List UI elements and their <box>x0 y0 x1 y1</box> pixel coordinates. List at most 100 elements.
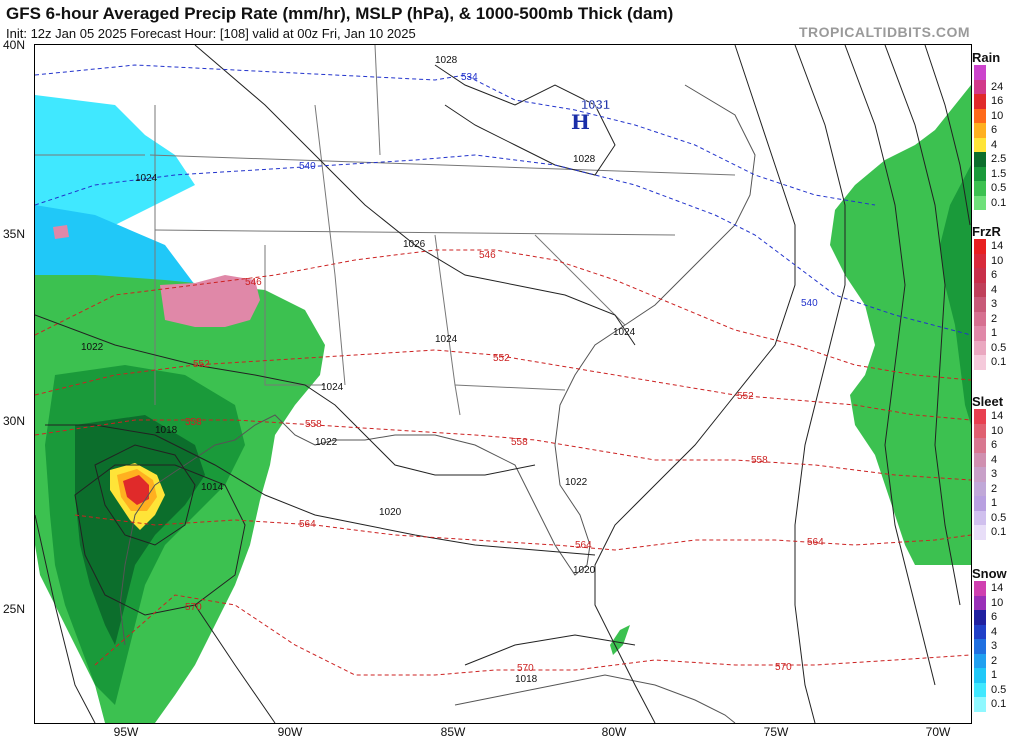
legend-label: 4 <box>991 453 998 466</box>
thickness-label-warm: 558 <box>511 437 528 448</box>
legend-label: 0.1 <box>991 356 1007 368</box>
legend-swatch <box>974 123 986 138</box>
legend-row: 10 <box>972 423 1022 438</box>
legend-label: 0.5 <box>991 511 1007 524</box>
isobar-line <box>884 45 961 606</box>
legend-swatch <box>974 409 986 424</box>
legend-swatch <box>974 595 986 610</box>
legend-swatch <box>974 181 986 196</box>
legend-sleet-items: 14 10 6 4 3 2 1 0.5 0.1 <box>972 409 1022 540</box>
rain-area-bahamas <box>610 625 630 655</box>
cuba-coastline <box>454 674 736 723</box>
legend-row: 4 <box>972 282 1022 297</box>
legend-swatch <box>974 467 986 482</box>
state-border-4 <box>374 45 381 156</box>
legend-row: 3 <box>972 639 1022 654</box>
thickness-labels-warm: 546 546 552 552 552 558 558 558 558 564 … <box>185 250 824 674</box>
legend-swatch <box>974 340 986 355</box>
map-svg: 1028 1028 1024 1026 1024 1024 1024 1022 … <box>35 45 971 723</box>
thickness-cold-layer <box>35 64 971 336</box>
thickness-label-warm: 552 <box>493 353 510 364</box>
map-panel: 1028 1028 1024 1026 1024 1024 1024 1022 … <box>34 44 972 724</box>
state-border-10 <box>534 234 626 326</box>
legend-row: 16 <box>972 94 1022 109</box>
thickness-label-warm: 546 <box>479 250 496 261</box>
lon-label-90w: 90W <box>277 725 303 739</box>
legend-swatch <box>974 195 986 210</box>
legend-label: 2 <box>991 482 998 495</box>
legend-swatch <box>974 525 986 540</box>
isobar-label: 1020 <box>379 507 402 518</box>
legend-label: 3 <box>991 298 998 310</box>
chart-subtitle: Init: 12z Jan 05 2025 Forecast Hour: [10… <box>6 26 416 41</box>
legend-swatch <box>974 438 986 453</box>
legend-label: 0.1 <box>991 698 1007 710</box>
isobar-label: 1024 <box>613 327 636 338</box>
legend-title-sleet: Sleet <box>972 394 1004 409</box>
thickness-label-warm: 564 <box>807 537 824 548</box>
legend-row: 6 <box>972 438 1022 453</box>
legend-swatch <box>974 682 986 697</box>
state-border-2 <box>154 229 676 236</box>
lon-label-80w: 80W <box>601 725 627 739</box>
legend-swatch <box>974 510 986 525</box>
legend-swatch <box>974 94 986 109</box>
legend-label: 1 <box>991 327 998 339</box>
high-pressure-center: 1031 H <box>571 97 610 134</box>
rain-area-atlantic-core <box>940 165 971 425</box>
lat-label-25n: 25N <box>3 602 26 616</box>
isobar-line <box>844 45 936 686</box>
legend-swatch <box>974 268 986 283</box>
isobar-line <box>45 424 596 556</box>
isobar-line <box>434 64 616 176</box>
legend-title-snow: Snow <box>972 566 1007 581</box>
legend-row: 0.5 <box>972 340 1022 355</box>
state-border-5 <box>434 234 461 416</box>
legend-row: 1 <box>972 326 1022 341</box>
high-pressure-letter: H <box>571 110 590 134</box>
lat-label-40n: 40N <box>3 38 26 52</box>
legend-row: 0.1 <box>972 525 1022 540</box>
isobar-line <box>194 604 276 723</box>
thickness-label-warm: 558 <box>751 455 768 466</box>
legend-swatch <box>974 239 986 254</box>
thickness-labels-cold: 534 540 540 <box>299 72 818 309</box>
legend-swatch <box>974 297 986 312</box>
frzr-area-small <box>53 225 69 239</box>
legend-row: 14 <box>972 581 1022 596</box>
legend-row: 1 <box>972 496 1022 511</box>
legend-frzr-items: 14 10 6 4 3 2 1 0.5 0.1 <box>972 239 1022 370</box>
thickness-label-warm: 558 <box>185 417 202 428</box>
legend-frzr: FrzR 14 10 6 4 3 2 1 0.5 0.1 <box>972 224 1022 370</box>
isobar-label: 1026 <box>403 239 426 250</box>
thickness-label-warm: 552 <box>193 359 210 370</box>
legend-swatch <box>974 610 986 625</box>
legend-swatch <box>974 326 986 341</box>
legend-label: 0.1 <box>991 196 1007 209</box>
legend-label: 0.5 <box>991 683 1007 696</box>
legend-swatch <box>974 653 986 668</box>
legend-swatch <box>974 108 986 123</box>
legend-label: 4 <box>991 625 998 638</box>
isobar-label: 1028 <box>573 154 596 165</box>
isobar-line <box>74 464 246 616</box>
legend-swatch <box>974 624 986 639</box>
legend-label: 0.1 <box>991 526 1007 538</box>
isobar-label: 1018 <box>515 674 538 685</box>
isobar-line <box>35 514 96 723</box>
isobar-line <box>794 45 846 723</box>
legend-row <box>972 65 1022 80</box>
thickness-546-line <box>35 249 971 381</box>
lon-label-95w: 95W <box>113 725 139 739</box>
thickness-label-warm: 552 <box>737 391 754 402</box>
legend-row: 0.5 <box>972 682 1022 697</box>
legend-label: 24 <box>991 80 1004 93</box>
legend-label: 16 <box>991 95 1004 107</box>
legend-label: 0.5 <box>991 341 1007 354</box>
legend-label: 4 <box>991 138 998 151</box>
high-pressure-value: 1031 <box>581 97 610 112</box>
legend-row: 2 <box>972 653 1022 668</box>
legend-row: 1.5 <box>972 166 1022 181</box>
legend-label: 3 <box>991 468 998 480</box>
thickness-540-line <box>35 154 971 336</box>
